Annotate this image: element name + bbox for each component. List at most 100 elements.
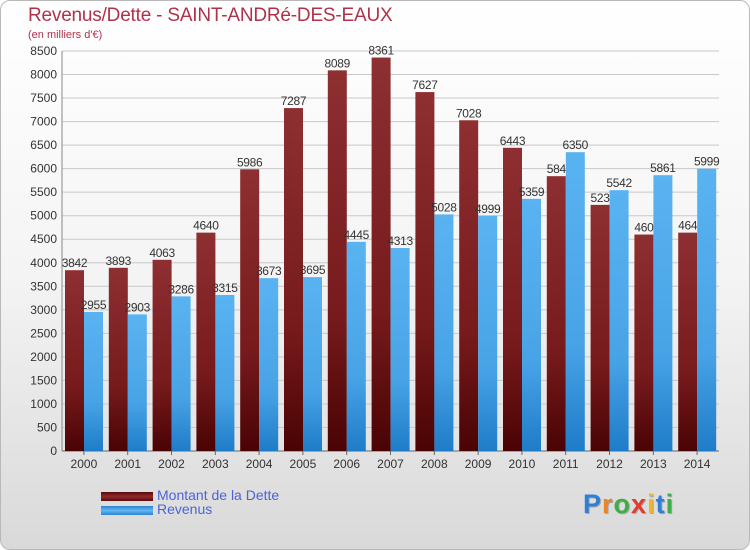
- x-tick-label: 2006: [333, 457, 360, 471]
- y-tick-label: 500: [37, 420, 57, 434]
- y-tick-label: 2500: [30, 326, 57, 340]
- chart-subtitle: (en milliers d'€): [28, 29, 103, 41]
- x-tick-label: 2011: [553, 457, 579, 471]
- data-label-debt: 3842: [62, 256, 88, 270]
- x-tick-label: 2013: [640, 457, 667, 471]
- data-label-revenue: 5028: [431, 200, 457, 214]
- data-label-debt: 584: [547, 162, 567, 176]
- bar-revenue: [478, 215, 498, 451]
- data-label-revenue: 4445: [344, 228, 370, 242]
- x-tick-label: 2009: [465, 457, 492, 471]
- y-tick-label: 5000: [30, 209, 57, 223]
- bar-revenue: [522, 198, 541, 451]
- bar-debt: [459, 120, 479, 451]
- bar-debt: [65, 270, 84, 451]
- data-label-debt: 7287: [281, 94, 307, 108]
- proxiti-logo: Proxiti: [583, 489, 674, 520]
- logo-letter: x: [631, 489, 648, 519]
- data-label-revenue: 5542: [606, 176, 632, 190]
- data-label-revenue: 3315: [212, 281, 238, 295]
- bar-revenue: [127, 314, 147, 451]
- data-label-revenue: 3286: [168, 282, 194, 296]
- data-label-debt: 523: [591, 191, 611, 205]
- bar-debt: [327, 70, 347, 451]
- bar-revenue: [259, 278, 279, 451]
- y-tick-label: 1000: [30, 397, 57, 411]
- bar-revenue: [84, 311, 103, 451]
- data-label-revenue: 3695: [300, 263, 326, 277]
- x-tick-label: 2003: [202, 457, 229, 471]
- y-tick-label: 4000: [30, 256, 57, 270]
- bar-debt: [371, 57, 391, 452]
- data-label-debt: 4640: [193, 219, 219, 233]
- bar-debt: [240, 169, 260, 451]
- data-label-revenue: 2903: [125, 300, 151, 314]
- y-tick-label: 8500: [30, 44, 57, 58]
- data-label-debt: 7627: [412, 78, 438, 92]
- data-label-debt: 6443: [500, 134, 526, 148]
- bar-revenue: [390, 248, 410, 451]
- y-tick-label: 2000: [30, 350, 57, 364]
- y-tick-label: 5500: [30, 185, 57, 199]
- logo-letter: i: [647, 489, 656, 519]
- data-label-debt: 4063: [149, 246, 175, 260]
- bar-debt: [415, 92, 435, 452]
- y-tick-label: 0: [50, 444, 57, 458]
- data-label-revenue: 4999: [475, 202, 501, 216]
- data-label-revenue: 6350: [563, 138, 589, 152]
- bar-revenue: [565, 152, 585, 452]
- data-label-revenue: 5861: [650, 161, 676, 175]
- bar-debt: [196, 232, 216, 451]
- logo-letter: i: [665, 489, 675, 519]
- bar-revenue: [215, 295, 235, 451]
- data-label-debt: 464: [678, 219, 698, 233]
- logo-letter: t: [655, 489, 666, 519]
- x-tick-label: 2010: [509, 457, 536, 471]
- bar-revenue: [434, 214, 454, 451]
- x-tick-label: 2008: [421, 457, 448, 471]
- legend-swatch-debt: [101, 492, 153, 501]
- chart-title: Revenus/Dette - SAINT-ANDRé-DES-EAUX: [28, 5, 393, 26]
- data-label-debt: 3893: [106, 254, 132, 268]
- y-tick-label: 7000: [30, 115, 57, 129]
- data-label-revenue: 5359: [519, 185, 545, 199]
- bar-debt: [634, 234, 654, 451]
- logo-letter: o: [613, 489, 632, 519]
- bar-debt: [590, 204, 610, 451]
- x-tick-label: 2004: [246, 457, 273, 471]
- data-label-debt: 8361: [368, 44, 394, 58]
- legend-swatch-revenue: [101, 506, 153, 515]
- logo-letter: P: [583, 489, 603, 519]
- data-label-debt: 7028: [456, 106, 482, 120]
- x-tick-label: 2012: [596, 457, 623, 471]
- y-tick-label: 7500: [30, 91, 57, 105]
- data-label-revenue: 4313: [387, 234, 413, 248]
- legend-label-revenue: Revenus: [157, 501, 213, 517]
- bar-revenue: [171, 296, 191, 451]
- bar-revenue: [346, 241, 366, 451]
- x-tick-label: 2014: [684, 457, 711, 471]
- logo-letter: r: [602, 489, 614, 519]
- x-tick-label: 2002: [158, 457, 185, 471]
- y-tick-label: 8000: [30, 68, 57, 82]
- y-tick-label: 3500: [30, 279, 57, 293]
- bar-debt: [678, 232, 698, 451]
- legend-label-debt: Montant de la Dette: [157, 487, 280, 503]
- data-label-revenue: 2955: [81, 298, 107, 312]
- y-tick-label: 4500: [30, 232, 57, 246]
- data-label-debt: 460: [634, 221, 654, 235]
- y-tick-label: 6000: [30, 162, 57, 176]
- bar-revenue: [653, 175, 673, 451]
- data-label-debt: 8089: [325, 56, 351, 70]
- bar-debt: [152, 259, 172, 451]
- data-label-revenue: 3673: [256, 264, 282, 278]
- bar-debt: [108, 267, 128, 451]
- x-tick-label: 2000: [71, 457, 98, 471]
- data-label-debt: 5986: [237, 155, 263, 169]
- data-label-revenue: 5999: [694, 155, 720, 169]
- x-tick-label: 2001: [114, 457, 141, 471]
- bar-debt: [503, 147, 522, 452]
- bar-revenue: [609, 190, 629, 451]
- x-tick-label: 2007: [377, 457, 404, 471]
